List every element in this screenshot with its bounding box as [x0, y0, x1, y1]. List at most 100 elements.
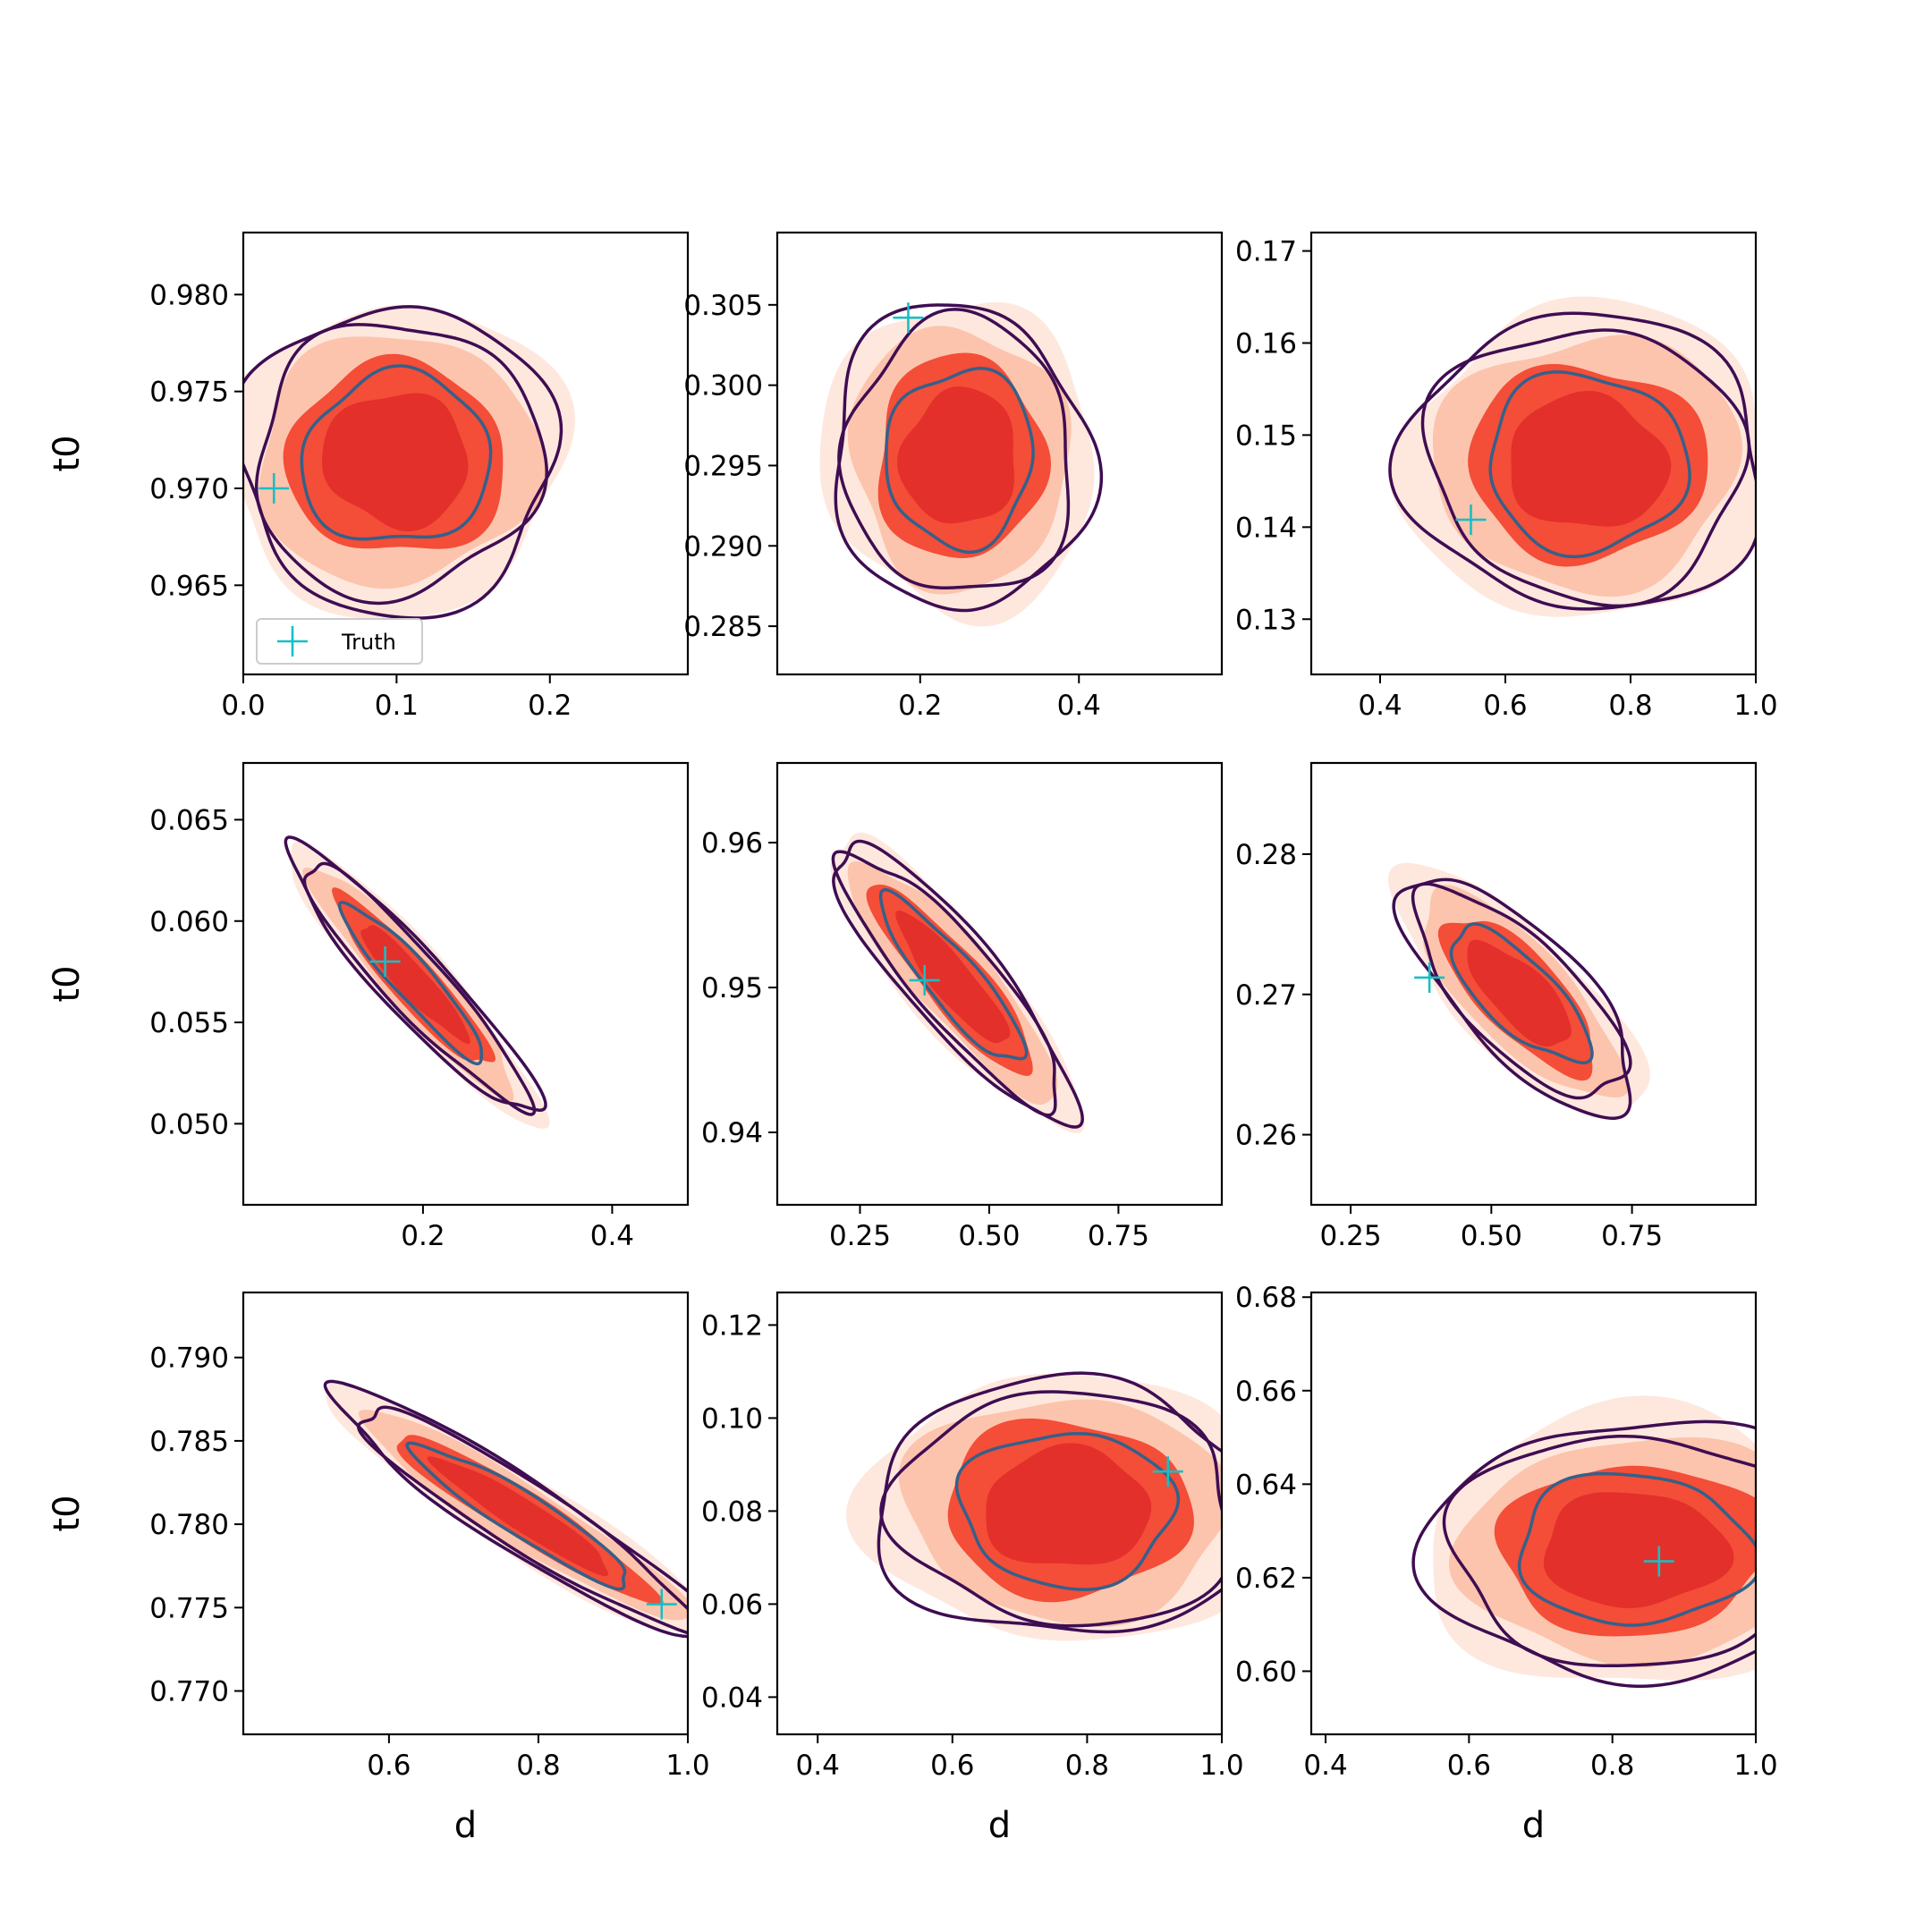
- inner-contour-line: [337, 901, 483, 1066]
- axes-frame: [1309, 231, 1758, 676]
- y-tick-label: 0.64: [1235, 1469, 1297, 1501]
- axes-frame: [1309, 1291, 1758, 1736]
- x-tick-label: 0.4: [590, 1220, 634, 1252]
- y-tick-label: 0.785: [149, 1426, 229, 1458]
- truth-marker: [646, 1589, 677, 1620]
- density-fill-level-4: [322, 393, 469, 532]
- panel-r3c2: 0.4 0.6 0.8 1.0 0.04 0.06 0.08 0.10 0.12 d: [701, 1291, 1244, 1846]
- y-tick-label: 0.94: [701, 1117, 763, 1149]
- truth-marker: [1414, 962, 1445, 993]
- middle-contour-line: [1420, 328, 1751, 608]
- truth-marker: [1643, 1546, 1674, 1577]
- x-tick-label: 0.2: [401, 1220, 445, 1252]
- axes-frame: [775, 231, 1224, 676]
- truth-marker: [909, 964, 940, 996]
- density-contours: [284, 835, 550, 1129]
- outer-contour-line: [1392, 877, 1632, 1121]
- x-tick-label: 0.1: [375, 690, 419, 722]
- x-tick-label: 0.2: [528, 690, 572, 722]
- y-tick-label: 0.28: [1235, 839, 1297, 871]
- axes-frame: [242, 231, 690, 676]
- middle-contour-line: [879, 1390, 1222, 1628]
- outer-contour-line: [877, 1371, 1222, 1634]
- middle-contour-line: [1442, 1434, 1756, 1667]
- middle-contour-line: [254, 323, 548, 606]
- legend-box: [256, 618, 423, 665]
- y-tick-label: 0.065: [149, 804, 229, 836]
- x-tick-label: 0.4: [1358, 690, 1402, 722]
- y-tick-label: 0.95: [701, 972, 763, 1004]
- panel-r2c1: 0.2 0.4 0.050 0.055 0.060 0.065 t0: [47, 761, 690, 1252]
- density-fill-level-4: [897, 386, 1014, 524]
- legend: Truth: [256, 618, 423, 665]
- inner-contour-line: [1517, 1471, 1756, 1627]
- axes-frame: [775, 1291, 1224, 1736]
- panel-r1c3: 0.4 0.6 0.8 1.0 0.13 0.14 0.15 0.16 0.17: [1235, 231, 1778, 722]
- truth-marker: [258, 473, 290, 504]
- x-tick-label: 0.8: [1608, 690, 1652, 722]
- y-tick-label: 0.14: [1235, 512, 1297, 544]
- density-fill-level-4: [1467, 939, 1572, 1047]
- y-tick-label: 0.050: [149, 1108, 229, 1140]
- middle-contour-line: [1411, 882, 1632, 1100]
- inner-contour-line: [885, 367, 1035, 555]
- middle-contour-line: [302, 861, 537, 1116]
- density-contours: [1388, 862, 1650, 1121]
- panel-r3c1: 0.6 0.8 1.0 0.770 0.775 0.780 0.785 0.790 d t0: [47, 1291, 710, 1846]
- y-tick-label: 0.060: [149, 906, 229, 938]
- truth-marker: [893, 302, 924, 334]
- y-tick-label: 0.62: [1235, 1563, 1297, 1595]
- outer-contour-line: [243, 305, 564, 620]
- y-tick-label: 0.10: [701, 1402, 763, 1435]
- y-tick-label: 0.13: [1235, 604, 1297, 636]
- x-tick-label: 0.50: [1461, 1220, 1522, 1252]
- y-tick-label: 0.980: [149, 279, 229, 311]
- panel-r2c2: 0.25 0.50 0.75 0.94 0.95 0.96: [701, 761, 1224, 1252]
- x-tick-label: 0.4: [796, 1750, 840, 1782]
- outer-contour-line: [1411, 1419, 1756, 1689]
- y-axis-label: t0: [47, 965, 88, 1002]
- density-contours: [846, 1371, 1222, 1641]
- truth-marker: [369, 946, 401, 978]
- y-tick-label: 0.790: [149, 1343, 229, 1375]
- y-tick-label: 0.16: [1235, 328, 1297, 360]
- inner-contour-line: [954, 1431, 1181, 1591]
- panel-r1c2: 0.2 0.4 0.285 0.290 0.295 0.300 0.305: [683, 231, 1224, 722]
- x-axis-label: d: [1522, 1805, 1545, 1846]
- density-fill-level-4: [360, 925, 470, 1045]
- x-tick-label: 0.8: [516, 1750, 560, 1782]
- y-tick-label: 0.965: [149, 570, 229, 602]
- y-tick-label: 0.17: [1235, 236, 1297, 268]
- x-tick-label: 0.2: [898, 690, 942, 722]
- inner-contour-line: [1449, 922, 1594, 1064]
- inner-contour-line: [1488, 370, 1691, 559]
- y-tick-label: 0.08: [701, 1496, 763, 1528]
- y-tick-label: 0.975: [149, 377, 229, 409]
- x-tick-label: 0.8: [1590, 1750, 1634, 1782]
- x-tick-label: 0.6: [930, 1750, 974, 1782]
- y-tick-label: 0.295: [683, 450, 763, 482]
- y-tick-label: 0.68: [1235, 1282, 1297, 1314]
- x-tick-label: 0.75: [1088, 1220, 1149, 1252]
- axes-frame: [775, 761, 1224, 1207]
- axes-frame: [1309, 761, 1758, 1207]
- x-tick-label: 1.0: [1199, 1750, 1243, 1782]
- y-tick-label: 0.055: [149, 1007, 229, 1039]
- inner-contour-line: [300, 364, 493, 541]
- middle-contour-line: [837, 308, 1071, 589]
- inner-contour-line: [405, 1441, 627, 1591]
- x-tick-label: 0.75: [1601, 1220, 1663, 1252]
- x-tick-label: 0.50: [958, 1220, 1020, 1252]
- panel-r1c1: 0.0 0.1 0.2 0.965 0.970 0.975 0.980 t0 Truth: [47, 231, 690, 722]
- y-tick-label: 0.27: [1235, 979, 1297, 1012]
- x-tick-label: 1.0: [665, 1750, 709, 1782]
- y-tick-label: 0.60: [1235, 1656, 1297, 1688]
- y-tick-label: 0.12: [701, 1309, 763, 1342]
- density-fill-level-4: [895, 911, 1011, 1044]
- density-fill-level-4: [1543, 1492, 1734, 1608]
- middle-contour-line: [357, 1405, 688, 1635]
- axes-frame: [242, 761, 690, 1207]
- y-axis-label: t0: [47, 1495, 88, 1531]
